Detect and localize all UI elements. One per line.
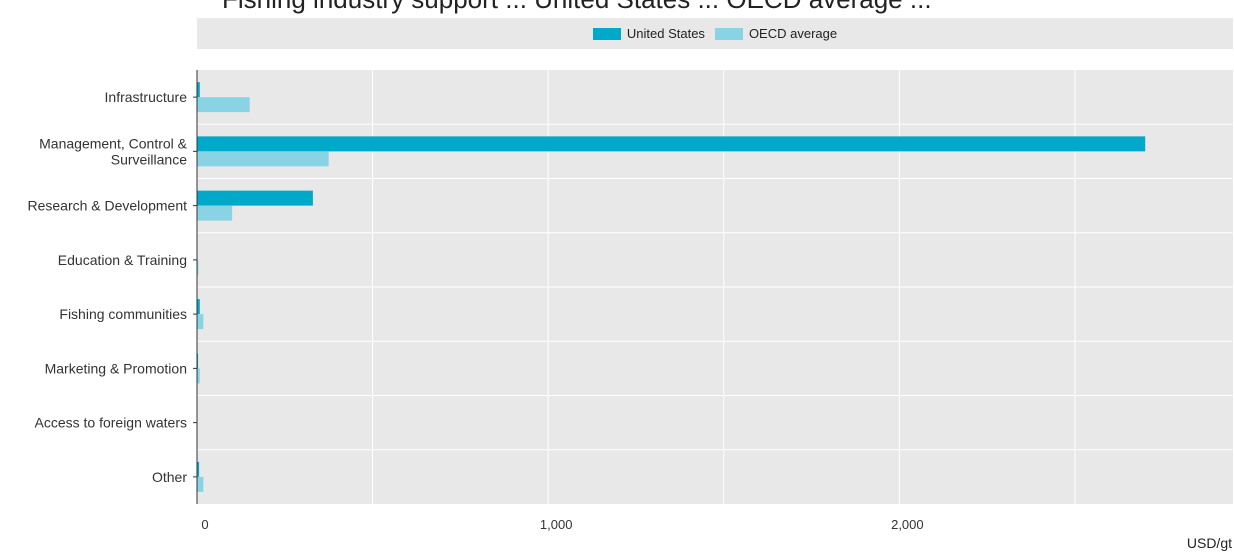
category-label-line: Management, Control & — [39, 135, 188, 151]
bar-us — [197, 136, 1146, 152]
category-label: Other — [152, 469, 187, 485]
bar-us — [197, 353, 199, 369]
legend-item-oecd: OECD average — [714, 26, 838, 41]
chart-title: Fishing industry support ... United Stat… — [222, 0, 932, 15]
bar-oecd — [197, 259, 199, 275]
legend-label-oecd: OECD average — [748, 26, 838, 41]
category-label: Education & Training — [58, 252, 187, 268]
bar-us — [197, 190, 313, 206]
bar-us — [197, 82, 200, 98]
bar-oecd — [197, 476, 204, 492]
bar-oecd — [197, 97, 250, 113]
category-label-line: Research & Development — [27, 198, 187, 214]
legend-label-us: United States — [626, 26, 705, 41]
category-label-line: Marketing & Promotion — [45, 360, 187, 376]
category-label-line: Surveillance — [111, 151, 187, 167]
category-label: Infrastructure — [105, 89, 188, 105]
legend-swatch-oecd — [714, 27, 743, 40]
legend: United States OECD average — [197, 18, 1233, 49]
category-label: Research & Development — [27, 198, 187, 214]
x-tick-label: 2,000 — [891, 517, 924, 532]
category-label-line: Fishing communities — [59, 306, 187, 322]
category-label-line: Education & Training — [58, 252, 187, 268]
category-label: Marketing & Promotion — [45, 360, 187, 376]
category-label-line: Access to foreign waters — [34, 415, 187, 431]
x-tick-label: 1,000 — [540, 517, 573, 532]
x-axis-unit-label: USD/gt — [1186, 535, 1232, 551]
bar-oecd — [197, 314, 204, 330]
bar-oecd — [197, 151, 329, 167]
category-label: Management, Control & Surveillance — [39, 135, 188, 167]
x-tick-label: 0 — [201, 517, 208, 532]
category-label: Fishing communities — [59, 306, 187, 322]
legend-swatch-us — [592, 27, 621, 40]
category-label-line: Infrastructure — [105, 89, 188, 105]
bar-us — [197, 299, 200, 315]
category-label: Access to foreign waters — [34, 415, 187, 431]
legend-item-us: United States — [592, 26, 705, 41]
bar-oecd — [197, 368, 200, 384]
bar-us — [197, 461, 200, 477]
bar-oecd — [197, 205, 233, 221]
category-label-line: Other — [152, 469, 187, 485]
